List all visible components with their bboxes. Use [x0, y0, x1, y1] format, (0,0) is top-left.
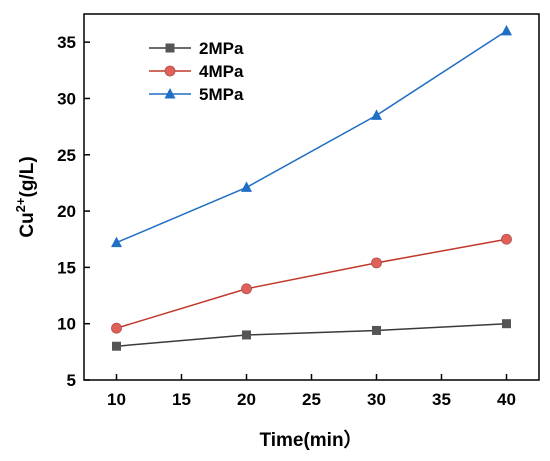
data-point-2MPa — [372, 325, 381, 335]
data-point-5MPa — [241, 181, 252, 192]
y-tick-label: 30 — [57, 89, 76, 108]
y-tick-label: 20 — [57, 202, 76, 221]
legend-label-4MPa: 4MPa — [199, 62, 244, 81]
data-point-2MPa — [502, 319, 511, 329]
y-tick-label: 15 — [57, 258, 76, 277]
x-tick-label: 35 — [432, 390, 451, 409]
data-point-2MPa — [112, 341, 121, 351]
x-axis-title: Time(min） — [259, 428, 362, 451]
legend: 2MPa 4MPa 5MPa — [149, 39, 244, 104]
data-point-4MPa — [241, 283, 252, 295]
legend-marker-5MPa — [164, 88, 176, 99]
x-tick-label: 15 — [172, 390, 191, 409]
data-point-2MPa — [242, 330, 251, 340]
data-point-5MPa — [111, 236, 122, 248]
x-tick-label: 10 — [107, 390, 126, 409]
x-tick-label: 30 — [367, 390, 386, 409]
series-layer — [111, 24, 512, 351]
y-tick-label: 10 — [57, 315, 76, 334]
data-point-5MPa — [501, 24, 512, 36]
x-tick-label: 25 — [302, 390, 321, 409]
x-tick-label: 40 — [497, 390, 516, 409]
data-point-5MPa — [371, 109, 382, 120]
data-point-4MPa — [371, 257, 382, 269]
x-tick-label: 20 — [237, 390, 256, 409]
y-axis: 5 10 15 20 25 30 35 — [57, 33, 90, 390]
legend-label-2MPa: 2MPa — [199, 39, 244, 58]
data-point-4MPa — [111, 322, 122, 334]
x-axis: 10 15 20 25 30 35 40 — [107, 374, 516, 409]
y-axis-title: Cu2+(g/L) — [13, 156, 38, 237]
series-line-5MPa — [116, 30, 507, 244]
y-tick-label: 35 — [57, 33, 76, 52]
series-line-2MPa — [116, 322, 507, 347]
y-tick-label: 25 — [57, 146, 76, 165]
legend-label-5MPa: 5MPa — [199, 85, 244, 104]
data-point-4MPa — [501, 233, 512, 245]
legend-marker-4MPa — [164, 65, 176, 77]
legend-marker-2MPa — [165, 43, 175, 53]
series-line-4MPa — [116, 238, 507, 329]
y-tick-label: 5 — [67, 371, 76, 390]
